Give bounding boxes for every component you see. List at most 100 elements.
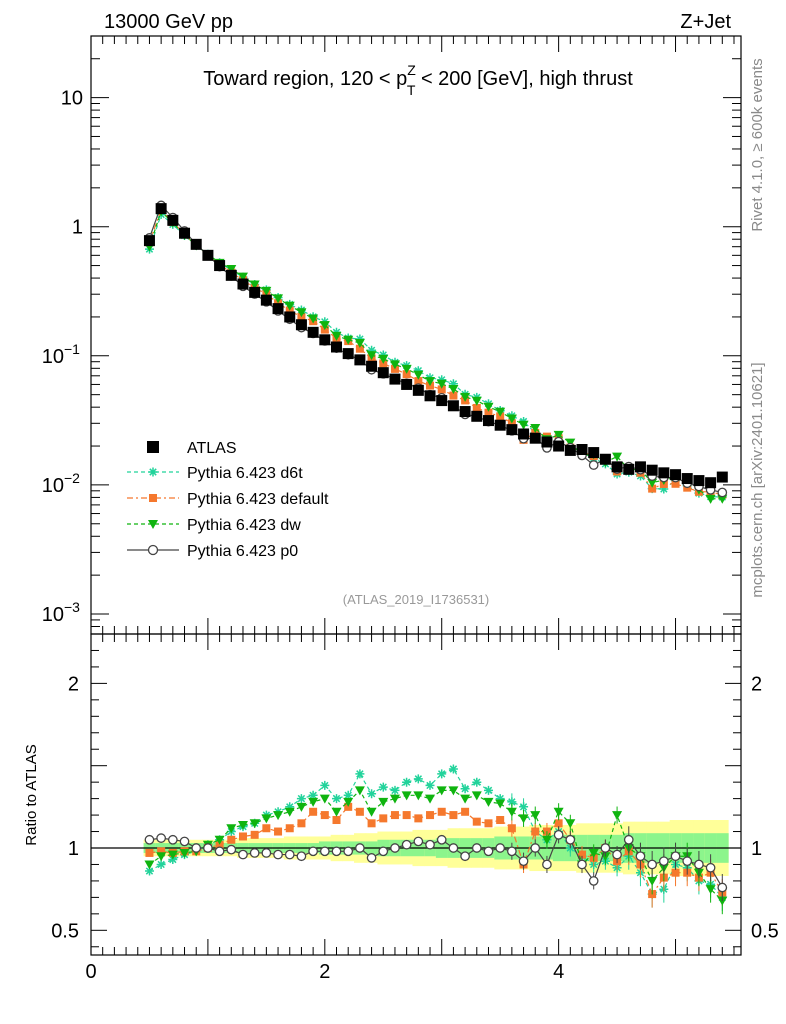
main-point-dw xyxy=(237,272,248,282)
ratio-point-default xyxy=(390,811,399,820)
ratio-point-dw xyxy=(518,814,529,824)
ratio-point-d6t xyxy=(296,794,306,804)
main-point-default xyxy=(484,408,493,417)
ratio-point-p0 xyxy=(507,846,517,857)
atlas-point xyxy=(412,384,424,396)
ratio-point-default xyxy=(332,816,341,825)
atlas-point xyxy=(447,400,459,412)
ratio-point-default xyxy=(367,819,376,828)
ratio-y-axis: 0.5 0.5 1 1 2 2 xyxy=(51,649,779,948)
main-point-dw xyxy=(296,308,307,318)
legend-entry-atlas: ATLAS xyxy=(147,440,237,457)
rivet-version-label: Rivet 4.1.0, ≥ 600k events xyxy=(749,58,766,231)
atlas-point xyxy=(459,406,471,418)
analysis-id: (ATLAS_2019_I1736531) xyxy=(343,592,489,607)
ratio-point-dw xyxy=(343,797,354,807)
ratio-point-dw xyxy=(226,824,237,834)
ratio-point-p0 xyxy=(577,859,587,870)
main-point-dw xyxy=(331,331,342,341)
atlas-point xyxy=(471,410,483,422)
ratio-point-p0 xyxy=(378,846,389,857)
atlas-point xyxy=(634,461,646,473)
ratio-point-default xyxy=(578,850,587,859)
ratio-point-d6t xyxy=(519,802,529,812)
ratio-point-dw xyxy=(331,807,342,817)
x-tick-label: 0 xyxy=(85,961,96,983)
ratio-point-d6t xyxy=(332,794,341,804)
atlas-point xyxy=(249,286,261,298)
ratio-point-p0 xyxy=(600,843,611,853)
ratio-point-dw xyxy=(249,819,260,829)
ratio-point-default xyxy=(671,868,680,877)
ratio-y-tick-label: 1 xyxy=(68,838,79,860)
main-point-default xyxy=(355,344,364,353)
ratio-point-dw xyxy=(541,835,552,845)
ratio-point-dw xyxy=(156,852,167,862)
ratio-point-default xyxy=(496,816,505,825)
ratio-point-p0 xyxy=(331,846,342,857)
ratio-point-p0 xyxy=(682,856,693,867)
ratio-point-p0 xyxy=(694,859,704,870)
ratio-point-p0 xyxy=(191,843,202,853)
ratio-point-dw xyxy=(319,794,330,804)
atlas-point xyxy=(155,203,167,215)
ratio-point-dw xyxy=(308,797,319,807)
ratio-point-d6t xyxy=(308,790,318,800)
ratio-point-p0 xyxy=(530,843,541,853)
ratio-point-p0 xyxy=(308,846,318,857)
ratio-point-p0 xyxy=(401,839,412,850)
ratio-point-dw xyxy=(647,876,658,886)
ratio-point-default xyxy=(297,819,306,828)
ratio-point-dw xyxy=(460,794,471,804)
main-point-dw xyxy=(389,360,400,370)
legend-marker-d6t xyxy=(148,467,158,477)
main-point-d6t xyxy=(448,379,458,389)
main-point-dw xyxy=(413,370,424,380)
main-point-dw xyxy=(460,392,471,402)
atlas-point xyxy=(143,235,155,247)
ratio-frame xyxy=(90,633,742,956)
ratio-point-dw xyxy=(425,794,436,804)
plot-title-sub: T xyxy=(407,82,416,98)
ratio-point-p0 xyxy=(366,853,377,863)
ratio-point-default xyxy=(437,807,446,816)
main-point-dw xyxy=(401,364,412,374)
ratio-point-p0 xyxy=(705,862,716,873)
ratio-point-p0 xyxy=(436,834,447,845)
main-point-d6t xyxy=(367,345,377,355)
ratio-point-d6t xyxy=(448,764,458,774)
atlas-point xyxy=(342,348,354,360)
main-point-default xyxy=(648,484,657,493)
ratio-point-dw xyxy=(378,797,389,807)
y-tick-label: 10 xyxy=(61,88,83,110)
atlas-point xyxy=(377,367,389,379)
ratio-point-p0 xyxy=(612,849,622,860)
y-tick-exponent: −1 xyxy=(64,341,80,357)
ratio-point-p0 xyxy=(425,839,435,850)
ratio-point-p0 xyxy=(249,848,260,858)
ratio-point-dw xyxy=(167,850,178,860)
legend-marker-dw xyxy=(148,520,158,529)
legend-marker-default xyxy=(149,494,157,502)
atlas-point xyxy=(190,238,202,250)
atlas-point xyxy=(225,269,237,281)
ratio-point-p0 xyxy=(144,834,155,845)
y-tick-label: 10 xyxy=(42,346,64,368)
ratio-y-tick-label: 0.5 xyxy=(51,920,79,942)
main-point-dw xyxy=(366,351,377,361)
ratio-point-default xyxy=(320,811,329,820)
x-axis: 0 2 4 xyxy=(85,634,735,983)
ratio-point-dw xyxy=(366,807,377,817)
legend-label-dw: Pythia 6.423 dw xyxy=(187,517,301,534)
ratio-point-dw xyxy=(237,820,248,830)
main-point-dw xyxy=(261,286,272,296)
ratio-point-default xyxy=(379,814,388,823)
ratio-axis-label: Ratio to ATLAS xyxy=(23,744,40,845)
atlas-point xyxy=(693,475,705,487)
atlas-point xyxy=(319,334,331,346)
ratio-point-p0 xyxy=(238,849,248,860)
y-tick-exponent: −3 xyxy=(64,599,80,615)
main-point-p0 xyxy=(717,487,728,498)
ratio-point-default xyxy=(355,807,364,816)
plot-title: Toward region, 120 < pZ T < 200 [GeV], hi… xyxy=(203,62,633,98)
